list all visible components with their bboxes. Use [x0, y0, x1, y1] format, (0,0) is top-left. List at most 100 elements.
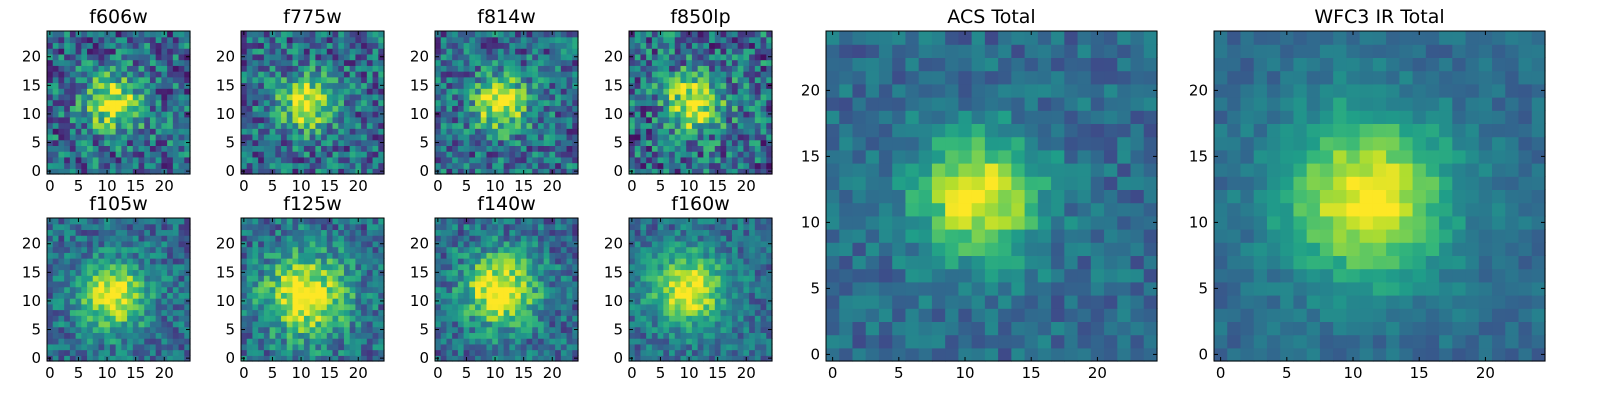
heatmap-cell	[275, 303, 282, 311]
heatmap-cell	[532, 343, 539, 351]
heatmap-cell	[241, 332, 248, 339]
heatmap-cell	[543, 88, 550, 95]
heatmap-cell	[663, 315, 670, 322]
heatmap-cell	[435, 280, 442, 288]
heatmap-cell	[303, 240, 311, 248]
heatmap-cell	[720, 71, 727, 78]
heatmap-cell	[572, 31, 579, 38]
heatmap-cell	[81, 53, 88, 61]
heatmap-cell	[452, 338, 459, 345]
heatmap-cell	[258, 309, 265, 316]
heatmap-cell	[321, 151, 328, 158]
heatmap-cell	[726, 99, 733, 106]
heatmap-cell	[155, 258, 162, 265]
heatmap-cell	[92, 240, 100, 248]
heatmap-cell	[686, 145, 693, 152]
heatmap-cell	[457, 349, 465, 356]
heatmap-cell	[503, 275, 510, 282]
heatmap-cell	[674, 326, 682, 333]
heatmap-cell	[338, 59, 345, 66]
heatmap-cell	[69, 128, 77, 135]
heatmap-cell	[309, 168, 316, 175]
heatmap-cell	[326, 105, 334, 112]
heatmap-cell	[343, 246, 351, 253]
heatmap-cell	[440, 53, 448, 61]
heatmap-cell	[435, 223, 442, 231]
heatmap-cell	[703, 280, 710, 288]
heatmap-cell	[657, 59, 664, 66]
heatmap-cell	[646, 309, 653, 316]
heatmap-cell	[115, 71, 122, 78]
heatmap-cell	[435, 235, 442, 242]
heatmap-cell	[640, 105, 647, 112]
heatmap-cell	[572, 88, 579, 95]
heatmap-cell	[452, 326, 459, 333]
heatmap-cell	[258, 168, 265, 175]
heatmap-cell	[457, 105, 465, 112]
heatmap-cell	[560, 156, 568, 164]
heatmap-cell	[760, 88, 767, 95]
heatmap-cell	[303, 229, 311, 236]
heatmap-cell	[560, 246, 568, 253]
heatmap-cell	[726, 116, 733, 124]
heatmap-cell	[184, 303, 191, 311]
heatmap-cell	[634, 59, 642, 66]
heatmap-cell	[127, 128, 134, 135]
heatmap-cell	[298, 42, 305, 49]
heatmap-cell	[241, 235, 248, 242]
heatmap-cell	[52, 48, 60, 55]
heatmap-cell	[332, 235, 339, 242]
heatmap-cell	[737, 31, 744, 38]
heatmap-cell	[486, 59, 493, 66]
heatmap-cell	[572, 338, 579, 345]
heatmap-cell	[560, 128, 568, 135]
heatmap-cell	[64, 286, 71, 293]
heatmap-cell	[178, 315, 185, 322]
heatmap-cell	[252, 320, 259, 328]
heatmap-cell	[155, 145, 162, 152]
heatmap-cell	[532, 218, 539, 225]
heatmap-cell	[338, 229, 345, 236]
heatmap-cell	[178, 326, 185, 333]
heatmap-cell	[349, 315, 356, 322]
heatmap-cell	[81, 111, 88, 118]
heatmap-cell	[469, 252, 476, 259]
heatmap-cell	[691, 133, 699, 141]
heatmap-cell	[121, 303, 128, 311]
heatmap-cell	[766, 286, 773, 293]
heatmap-cell	[515, 355, 522, 362]
heatmap-cell	[98, 223, 105, 231]
heatmap-cell	[132, 315, 140, 322]
heatmap-cell	[132, 332, 140, 339]
heatmap-cell	[281, 275, 288, 282]
heatmap-cell	[663, 355, 670, 362]
heatmap-cell	[138, 139, 145, 146]
heatmap-cell	[87, 82, 94, 89]
heatmap-cell	[697, 292, 704, 299]
heatmap-cell	[663, 133, 670, 141]
heatmap-cell	[178, 303, 185, 311]
heatmap-cell	[292, 332, 299, 339]
heatmap-cell	[127, 99, 134, 106]
heatmap-cell	[98, 151, 105, 158]
heatmap-cell	[115, 151, 122, 158]
heatmap-cell	[81, 303, 88, 311]
heatmap-cell	[463, 246, 470, 253]
heatmap-cell	[515, 105, 522, 112]
heatmap-cell	[651, 31, 659, 38]
heatmap-cell	[526, 99, 533, 106]
heatmap-cell	[532, 292, 539, 299]
heatmap-cell	[640, 332, 647, 339]
heatmap-cell	[566, 122, 573, 129]
heatmap-cell	[760, 122, 767, 129]
heatmap-cell	[709, 31, 716, 38]
heatmap-cell	[121, 116, 128, 124]
heatmap-cell	[138, 53, 145, 61]
heatmap-cell	[58, 223, 65, 231]
heatmap-cell	[760, 343, 767, 351]
heatmap-cell	[167, 332, 174, 339]
heatmap-cell	[480, 145, 488, 152]
heatmap-cell	[343, 111, 351, 118]
heatmap-cell	[709, 338, 716, 345]
y-tick-label: 20	[22, 235, 41, 253]
